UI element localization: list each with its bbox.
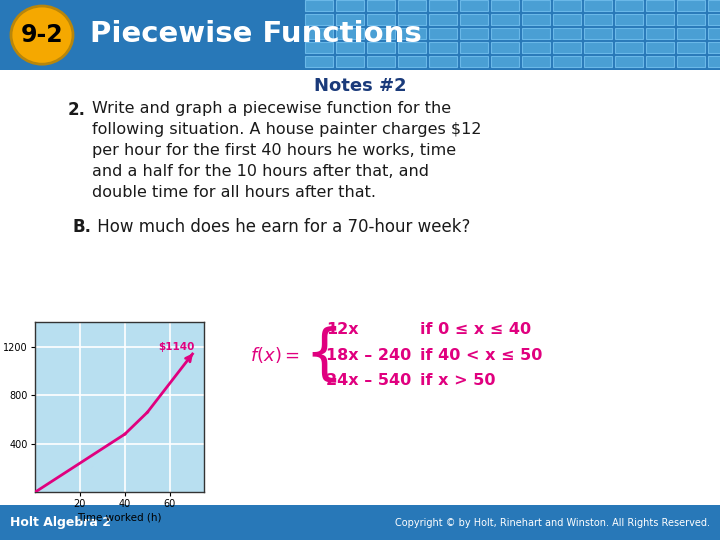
FancyBboxPatch shape	[491, 14, 519, 25]
FancyBboxPatch shape	[646, 56, 674, 67]
FancyBboxPatch shape	[367, 14, 395, 25]
Text: if 40 < x ≤ 50: if 40 < x ≤ 50	[420, 348, 542, 362]
FancyBboxPatch shape	[708, 42, 720, 53]
FancyBboxPatch shape	[429, 0, 457, 11]
FancyBboxPatch shape	[615, 28, 643, 39]
FancyBboxPatch shape	[646, 14, 674, 25]
Text: following situation. A house painter charges $12: following situation. A house painter cha…	[92, 122, 482, 137]
FancyBboxPatch shape	[336, 0, 364, 11]
FancyBboxPatch shape	[553, 14, 581, 25]
FancyBboxPatch shape	[398, 14, 426, 25]
FancyBboxPatch shape	[429, 56, 457, 67]
FancyBboxPatch shape	[305, 0, 333, 11]
Text: Holt Algebra 2: Holt Algebra 2	[10, 516, 111, 529]
FancyBboxPatch shape	[522, 42, 550, 53]
Text: and a half for the 10 hours after that, and: and a half for the 10 hours after that, …	[92, 164, 429, 179]
FancyBboxPatch shape	[584, 14, 612, 25]
FancyBboxPatch shape	[305, 42, 333, 53]
FancyBboxPatch shape	[553, 42, 581, 53]
FancyBboxPatch shape	[491, 42, 519, 53]
Text: How much does he earn for a 70-hour week?: How much does he earn for a 70-hour week…	[92, 218, 470, 236]
FancyBboxPatch shape	[305, 56, 333, 67]
FancyBboxPatch shape	[677, 42, 705, 53]
FancyBboxPatch shape	[336, 14, 364, 25]
FancyBboxPatch shape	[584, 28, 612, 39]
Ellipse shape	[11, 6, 73, 64]
FancyBboxPatch shape	[398, 28, 426, 39]
FancyBboxPatch shape	[677, 0, 705, 11]
FancyBboxPatch shape	[491, 0, 519, 11]
Text: 24x – 540: 24x – 540	[326, 374, 411, 388]
X-axis label: Time worked (h): Time worked (h)	[77, 512, 161, 522]
FancyBboxPatch shape	[367, 56, 395, 67]
FancyBboxPatch shape	[584, 56, 612, 67]
FancyBboxPatch shape	[336, 28, 364, 39]
FancyBboxPatch shape	[615, 56, 643, 67]
FancyBboxPatch shape	[553, 28, 581, 39]
FancyBboxPatch shape	[708, 28, 720, 39]
FancyBboxPatch shape	[367, 0, 395, 11]
FancyBboxPatch shape	[708, 0, 720, 11]
FancyBboxPatch shape	[429, 28, 457, 39]
FancyBboxPatch shape	[367, 42, 395, 53]
FancyBboxPatch shape	[646, 28, 674, 39]
FancyBboxPatch shape	[367, 28, 395, 39]
FancyBboxPatch shape	[615, 14, 643, 25]
FancyBboxPatch shape	[553, 0, 581, 11]
FancyBboxPatch shape	[336, 42, 364, 53]
Text: $f(x)=$: $f(x)=$	[251, 345, 300, 365]
FancyBboxPatch shape	[646, 42, 674, 53]
FancyBboxPatch shape	[522, 28, 550, 39]
Text: Write and graph a piecewise function for the: Write and graph a piecewise function for…	[92, 101, 451, 116]
FancyBboxPatch shape	[708, 14, 720, 25]
FancyBboxPatch shape	[584, 42, 612, 53]
FancyBboxPatch shape	[491, 28, 519, 39]
FancyBboxPatch shape	[553, 56, 581, 67]
Text: Copyright © by Holt, Rinehart and Winston. All Rights Reserved.: Copyright © by Holt, Rinehart and Winsto…	[395, 518, 710, 528]
Text: if 0 ≤ x ≤ 40: if 0 ≤ x ≤ 40	[420, 321, 531, 336]
Text: 18x – 240: 18x – 240	[326, 348, 411, 362]
FancyBboxPatch shape	[398, 56, 426, 67]
Text: 9-2: 9-2	[21, 23, 63, 47]
FancyBboxPatch shape	[0, 505, 720, 540]
FancyBboxPatch shape	[677, 28, 705, 39]
FancyBboxPatch shape	[305, 28, 333, 39]
Text: Piecewise Functions: Piecewise Functions	[90, 20, 422, 48]
FancyBboxPatch shape	[677, 14, 705, 25]
FancyBboxPatch shape	[460, 0, 488, 11]
FancyBboxPatch shape	[491, 56, 519, 67]
FancyBboxPatch shape	[615, 0, 643, 11]
FancyBboxPatch shape	[522, 0, 550, 11]
FancyBboxPatch shape	[708, 56, 720, 67]
Text: Notes #2: Notes #2	[314, 77, 406, 95]
Text: {: {	[304, 326, 343, 384]
Text: per hour for the first 40 hours he works, time: per hour for the first 40 hours he works…	[92, 143, 456, 158]
Text: if x > 50: if x > 50	[420, 374, 495, 388]
FancyBboxPatch shape	[429, 42, 457, 53]
FancyBboxPatch shape	[398, 0, 426, 11]
FancyBboxPatch shape	[460, 42, 488, 53]
FancyBboxPatch shape	[522, 56, 550, 67]
FancyBboxPatch shape	[305, 14, 333, 25]
FancyBboxPatch shape	[0, 0, 720, 70]
FancyBboxPatch shape	[398, 42, 426, 53]
Text: 12x: 12x	[326, 321, 359, 336]
FancyBboxPatch shape	[677, 56, 705, 67]
FancyBboxPatch shape	[336, 56, 364, 67]
FancyBboxPatch shape	[460, 28, 488, 39]
FancyBboxPatch shape	[584, 0, 612, 11]
Text: B.: B.	[72, 218, 91, 236]
FancyBboxPatch shape	[522, 14, 550, 25]
FancyBboxPatch shape	[615, 42, 643, 53]
FancyBboxPatch shape	[460, 14, 488, 25]
FancyBboxPatch shape	[429, 14, 457, 25]
FancyBboxPatch shape	[646, 0, 674, 11]
Text: $1140: $1140	[158, 342, 195, 352]
Text: double time for all hours after that.: double time for all hours after that.	[92, 185, 376, 200]
Text: 2.: 2.	[68, 101, 86, 119]
FancyBboxPatch shape	[460, 56, 488, 67]
